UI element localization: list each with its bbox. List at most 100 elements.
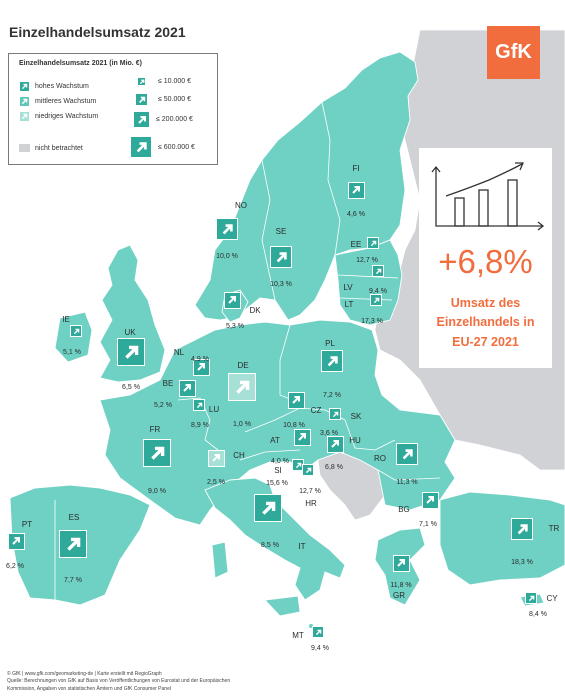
country-label-tr: TR (548, 524, 560, 533)
country-label-de: DE (237, 361, 249, 370)
region-uk (99, 244, 166, 383)
country-value-pl: 7,2 % (323, 392, 341, 399)
legend-size-label: ≤ 50.000 € (158, 96, 192, 103)
country-value-ee: 12,7 % (356, 257, 378, 264)
country-label-ie: IE (62, 315, 70, 324)
country-value-ch: 2,5 % (207, 478, 225, 486)
country-value-lu: 8,9 % (191, 422, 209, 429)
country-value-cy: 8,4 % (529, 611, 547, 618)
highlight-value: +6,8% (438, 243, 533, 280)
legend-label-high: hohes Wachstum (35, 83, 89, 90)
arrow-up-right-icon (133, 111, 150, 128)
arrow-up-right-icon (511, 518, 533, 540)
grey-swatch (19, 144, 30, 152)
arrow-up-right-icon (207, 449, 225, 467)
country-value-no: 10,0 % (216, 253, 238, 260)
country-value-pt: 6,2 % (6, 562, 24, 570)
country-value-hu: 6,8 % (325, 463, 343, 471)
legend-size-1: ≤ 10.000 € (137, 77, 191, 86)
legend-size-3: ≤ 200.000 € (133, 111, 193, 128)
region-turkey (439, 491, 565, 586)
country-label-lu: LU (208, 405, 220, 414)
legend-label-not-considered: nicht betrachtet (35, 144, 83, 152)
country-label-uk: UK (124, 328, 136, 337)
country-value-be: 5,2 % (154, 401, 172, 409)
highlight-line: Einzelhandels in (436, 315, 535, 330)
country-value-lt: 17,3 % (361, 318, 383, 325)
country-label-pl: PL (325, 339, 335, 348)
arrow-up-right-icon (19, 96, 30, 107)
country-value-uk: 6,5 % (122, 384, 140, 391)
country-value-es: 7,7 % (64, 577, 82, 584)
arrow-up-right-icon (347, 181, 365, 199)
source-footer: © GfK | www.gfk.com/geomarketing-de | Ka… (7, 671, 327, 693)
arrow-up-right-icon (117, 338, 145, 366)
country-label-hu: HU (349, 436, 361, 445)
country-label-ee: EE (350, 240, 362, 249)
country-value-se: 10,3 % (270, 281, 292, 288)
arrow-up-right-icon (70, 325, 82, 337)
arrow-up-right-icon (329, 408, 341, 420)
arrow-up-right-icon (223, 291, 241, 309)
arrow-up-right-icon (287, 391, 305, 409)
country-value-gr: 11,8 % (390, 581, 412, 589)
arrow-up-right-icon (130, 136, 152, 158)
country-label-hr: HR (305, 499, 317, 508)
arrow-up-right-icon (135, 93, 148, 106)
country-label-cz: CZ (310, 406, 322, 415)
country-label-sk: SK (350, 412, 362, 421)
arrow-up-right-icon (216, 218, 238, 240)
arrow-up-right-icon (321, 350, 343, 372)
country-value-at: 4,0 % (271, 457, 289, 465)
highlight-box: +6,8% Umsatz des Einzelhandels in EU-27 … (419, 148, 552, 368)
arrow-up-right-icon (19, 81, 30, 92)
country-value-it: 8,5 % (261, 542, 279, 549)
footer-line: © GfK | www.gfk.com/geomarketing-de | Ka… (7, 671, 162, 677)
country-label-es: ES (68, 513, 80, 522)
arrow-up-right-icon (392, 554, 410, 572)
gfk-logo: GfK (487, 26, 540, 79)
country-label-fi: FI (352, 164, 360, 173)
footer-line: Kommission, Angaben von statistischen Äm… (7, 685, 171, 692)
growth-chart-icon (431, 162, 545, 231)
arrow-up-right-icon (302, 464, 314, 476)
considered-regions (9, 51, 565, 629)
region-ireland (54, 311, 93, 363)
arrow-up-right-icon (193, 399, 205, 411)
country-label-fr: FR (149, 425, 161, 434)
legend-item-not-considered: nicht betrachtet (19, 144, 83, 152)
country-value-fr: 9,0 % (148, 488, 166, 495)
region-norway-sweden-finland (194, 51, 419, 321)
logo-text: GfK (495, 41, 532, 63)
arrow-up-right-icon (19, 111, 30, 122)
country-value-de: 1,0 % (233, 421, 251, 428)
country-value-nl: 4,9 % (191, 355, 209, 363)
footer-line: Quelle: Berechnungen von GfK auf Basis v… (7, 678, 231, 685)
legend-item-low: niedriges Wachstum (19, 111, 98, 122)
legend-size-4: ≤ 600.000 € (130, 136, 195, 158)
country-value-bg: 7,1 % (419, 520, 437, 528)
country-label-at: AT (270, 436, 280, 445)
arrow-up-right-icon (228, 373, 256, 401)
country-label-cy: CY (546, 594, 558, 603)
arrow-up-right-icon (254, 494, 282, 522)
legend-size-label: ≤ 200.000 € (156, 116, 193, 123)
region-sardinia (211, 541, 229, 579)
country-value-mt: 9,4 % (311, 645, 329, 652)
country-label-dk: DK (249, 306, 261, 315)
region-italy (204, 477, 346, 601)
country-label-be: BE (162, 379, 174, 388)
legend-size-label: ≤ 10.000 € (158, 78, 192, 85)
country-label-pt: PT (21, 520, 33, 529)
country-label-si: SI (274, 466, 282, 475)
country-value-si: 15,6 % (266, 480, 288, 487)
country-label-mt: MT (292, 631, 304, 640)
country-value-hr: 12,7 % (299, 488, 321, 495)
country-label-ro: RO (374, 454, 386, 463)
country-value-dk: 5,3 % (226, 322, 244, 330)
arrow-up-right-icon (421, 491, 439, 509)
legend-title: Einzelhandelsumsatz 2021 (in Mio. €) (19, 60, 142, 67)
country-label-ch: CH (233, 451, 245, 460)
country-value-ie: 5,1 % (63, 349, 81, 356)
region-sicily (264, 595, 301, 617)
